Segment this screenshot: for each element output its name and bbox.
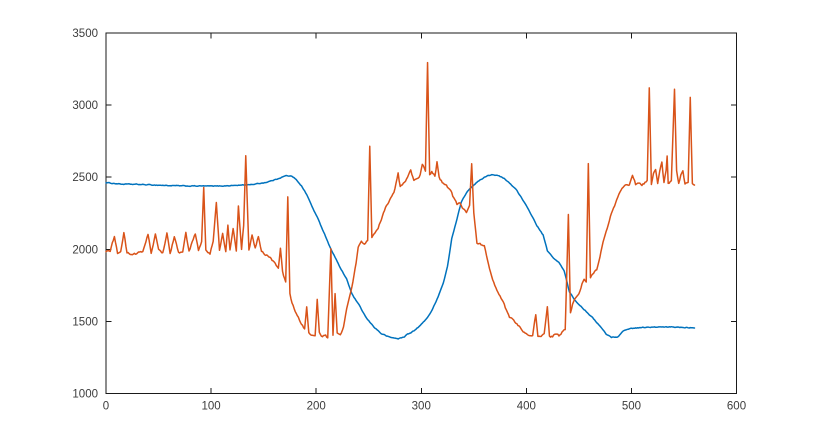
- x-tick-label: 200: [307, 401, 326, 413]
- orange-signal-line: [105, 61, 696, 339]
- y-tick-label: 1000: [72, 389, 98, 401]
- blue-signal-line: [105, 173, 696, 340]
- y-tick-label: 1500: [72, 316, 98, 328]
- y-tick-label: 3500: [72, 28, 98, 40]
- x-tick-label: 400: [517, 401, 536, 413]
- y-tick-label: 2000: [72, 244, 98, 256]
- y-tick-label: 3000: [72, 100, 98, 112]
- x-tick-label: 100: [201, 401, 220, 413]
- x-tick-label: 0: [103, 401, 109, 413]
- x-tick-label: 500: [622, 401, 641, 413]
- x-tick-label: 600: [727, 401, 746, 413]
- plot-box: [105, 32, 737, 394]
- y-tick-label: 2500: [72, 172, 98, 184]
- x-tick-label: 300: [412, 401, 431, 413]
